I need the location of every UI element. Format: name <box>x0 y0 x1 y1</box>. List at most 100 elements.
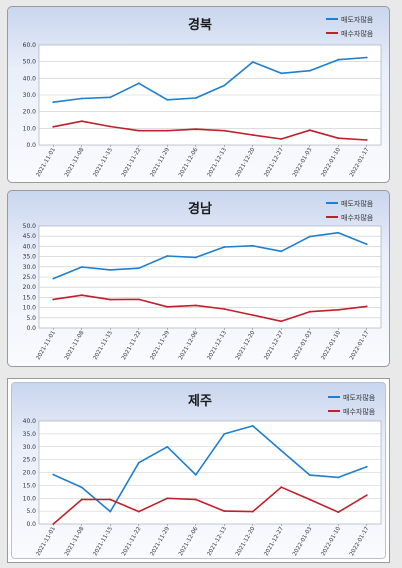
y-tick-label: 50.0 <box>23 59 37 66</box>
data-point <box>52 473 55 476</box>
x-tick-label: 2021-12-27 <box>264 147 286 179</box>
data-point <box>109 298 112 301</box>
y-tick-label: 10.0 <box>23 125 37 132</box>
data-point <box>194 97 197 99</box>
data-point <box>308 129 311 132</box>
data-point <box>365 243 368 246</box>
data-point <box>194 256 197 259</box>
x-tick-label: 2021-12-20 <box>235 147 257 179</box>
x-tick-label: 2021-11-15 <box>93 330 115 362</box>
data-point <box>166 497 169 500</box>
data-point <box>251 134 254 136</box>
series-line-sellers <box>52 425 368 513</box>
y-tick-label: 20.0 <box>23 109 37 116</box>
data-point <box>337 476 340 479</box>
y-tick-label: 15.0 <box>23 294 37 301</box>
y-tick-label: 5.0 <box>26 315 36 322</box>
data-point <box>337 137 340 140</box>
y-tick-label: 25.0 <box>23 457 37 464</box>
x-tick-label: 2021-11-08 <box>64 147 86 179</box>
y-tick-label: 30.0 <box>23 92 37 99</box>
data-point <box>251 424 254 427</box>
x-tick-label: 2021-11-29 <box>150 526 172 558</box>
data-point <box>251 244 254 247</box>
x-tick-label: 2021-12-20 <box>235 330 257 362</box>
data-point <box>308 235 311 238</box>
data-point <box>137 461 140 464</box>
data-point <box>109 268 112 271</box>
data-point <box>194 498 197 501</box>
x-tick-label: 2022-01-03 <box>292 330 314 362</box>
data-point <box>137 510 140 513</box>
data-point <box>308 310 311 313</box>
chart-title: 경북 <box>188 17 212 33</box>
y-tick-label: 60.0 <box>23 42 37 49</box>
y-tick-label: 20.0 <box>23 470 37 477</box>
data-point <box>337 308 340 311</box>
data-point <box>194 304 197 307</box>
x-tick-label: 2021-11-22 <box>121 526 142 557</box>
data-point <box>251 510 254 513</box>
x-tick-label: 2021-11-29 <box>150 330 172 362</box>
data-point <box>337 511 340 514</box>
data-point <box>166 445 169 448</box>
data-point <box>166 98 169 101</box>
y-tick-label: 10.0 <box>23 495 37 502</box>
data-point <box>166 305 169 308</box>
y-tick-label: 0.0 <box>26 521 36 528</box>
x-tick-label: 2022-01-10 <box>321 330 343 362</box>
y-tick-label: 30.0 <box>23 264 37 271</box>
chart-panel-gyeongnam: 경남 매도자많음 매수자많음 50.0 45.0 40.0 35.0 30.0 25.0 20.0… <box>7 190 390 367</box>
data-point <box>365 465 368 468</box>
series-line-sellers <box>53 56 367 103</box>
data-point <box>52 523 55 525</box>
data-point <box>194 128 197 131</box>
x-tick-label: 2021-12-13 <box>207 330 229 362</box>
data-point <box>365 56 368 59</box>
chart-title: 경남 <box>188 201 212 217</box>
y-tick-label: 25.0 <box>23 274 37 281</box>
data-point <box>280 449 283 452</box>
line-chart-gyeongbuk: 경북 매도자많음매수자많음60.050.040.030.020.010.00.02… <box>23 15 382 179</box>
data-point <box>52 277 55 280</box>
chart-panel-jeju: 제주 매도자많음 매수자많음 40.0 35.0 30.0 25.0 20.0 15.0 10.0… <box>7 378 390 563</box>
x-tick-label: 2022-01-03 <box>292 147 314 179</box>
data-point <box>137 298 140 301</box>
data-point <box>365 305 368 308</box>
y-tick-label: 35.0 <box>23 254 37 261</box>
legend-label: 매도자많음 <box>341 199 374 208</box>
data-point <box>223 84 226 87</box>
data-point <box>109 125 112 128</box>
x-tick-label: 2021-12-27 <box>264 330 286 362</box>
data-point <box>52 298 55 301</box>
data-point <box>223 432 226 435</box>
x-tick-label: 2021-12-06 <box>178 330 200 362</box>
data-point <box>52 125 55 128</box>
x-tick-label: 2022-01-17 <box>349 526 371 558</box>
legend-label: 매수자많음 <box>341 29 374 38</box>
legend-label: 매도자많음 <box>343 393 376 402</box>
series-line-buyers <box>53 120 367 141</box>
y-tick-label: 50.0 <box>23 223 37 230</box>
data-point <box>80 266 83 268</box>
x-tick-label: 2021-11-22 <box>121 147 142 178</box>
x-tick-label: 2021-12-13 <box>207 147 229 179</box>
data-point <box>280 250 283 253</box>
x-tick-label: 2021-12-13 <box>207 526 229 558</box>
y-tick-label: 40.0 <box>23 75 37 82</box>
x-tick-label: 2021-11-15 <box>93 147 115 179</box>
data-point <box>223 308 226 310</box>
data-point <box>109 510 112 513</box>
data-point <box>337 58 340 61</box>
data-point <box>251 314 254 317</box>
data-point <box>166 129 169 132</box>
data-point <box>137 267 140 270</box>
data-point <box>80 486 83 489</box>
x-tick-label: 2021-12-27 <box>264 526 286 558</box>
x-tick-label: 2021-12-06 <box>178 526 200 558</box>
x-tick-label: 2022-01-10 <box>321 526 343 558</box>
data-point <box>223 129 226 132</box>
x-tick-label: 2021-11-22 <box>121 330 142 361</box>
y-tick-label: 5.0 <box>26 508 36 515</box>
